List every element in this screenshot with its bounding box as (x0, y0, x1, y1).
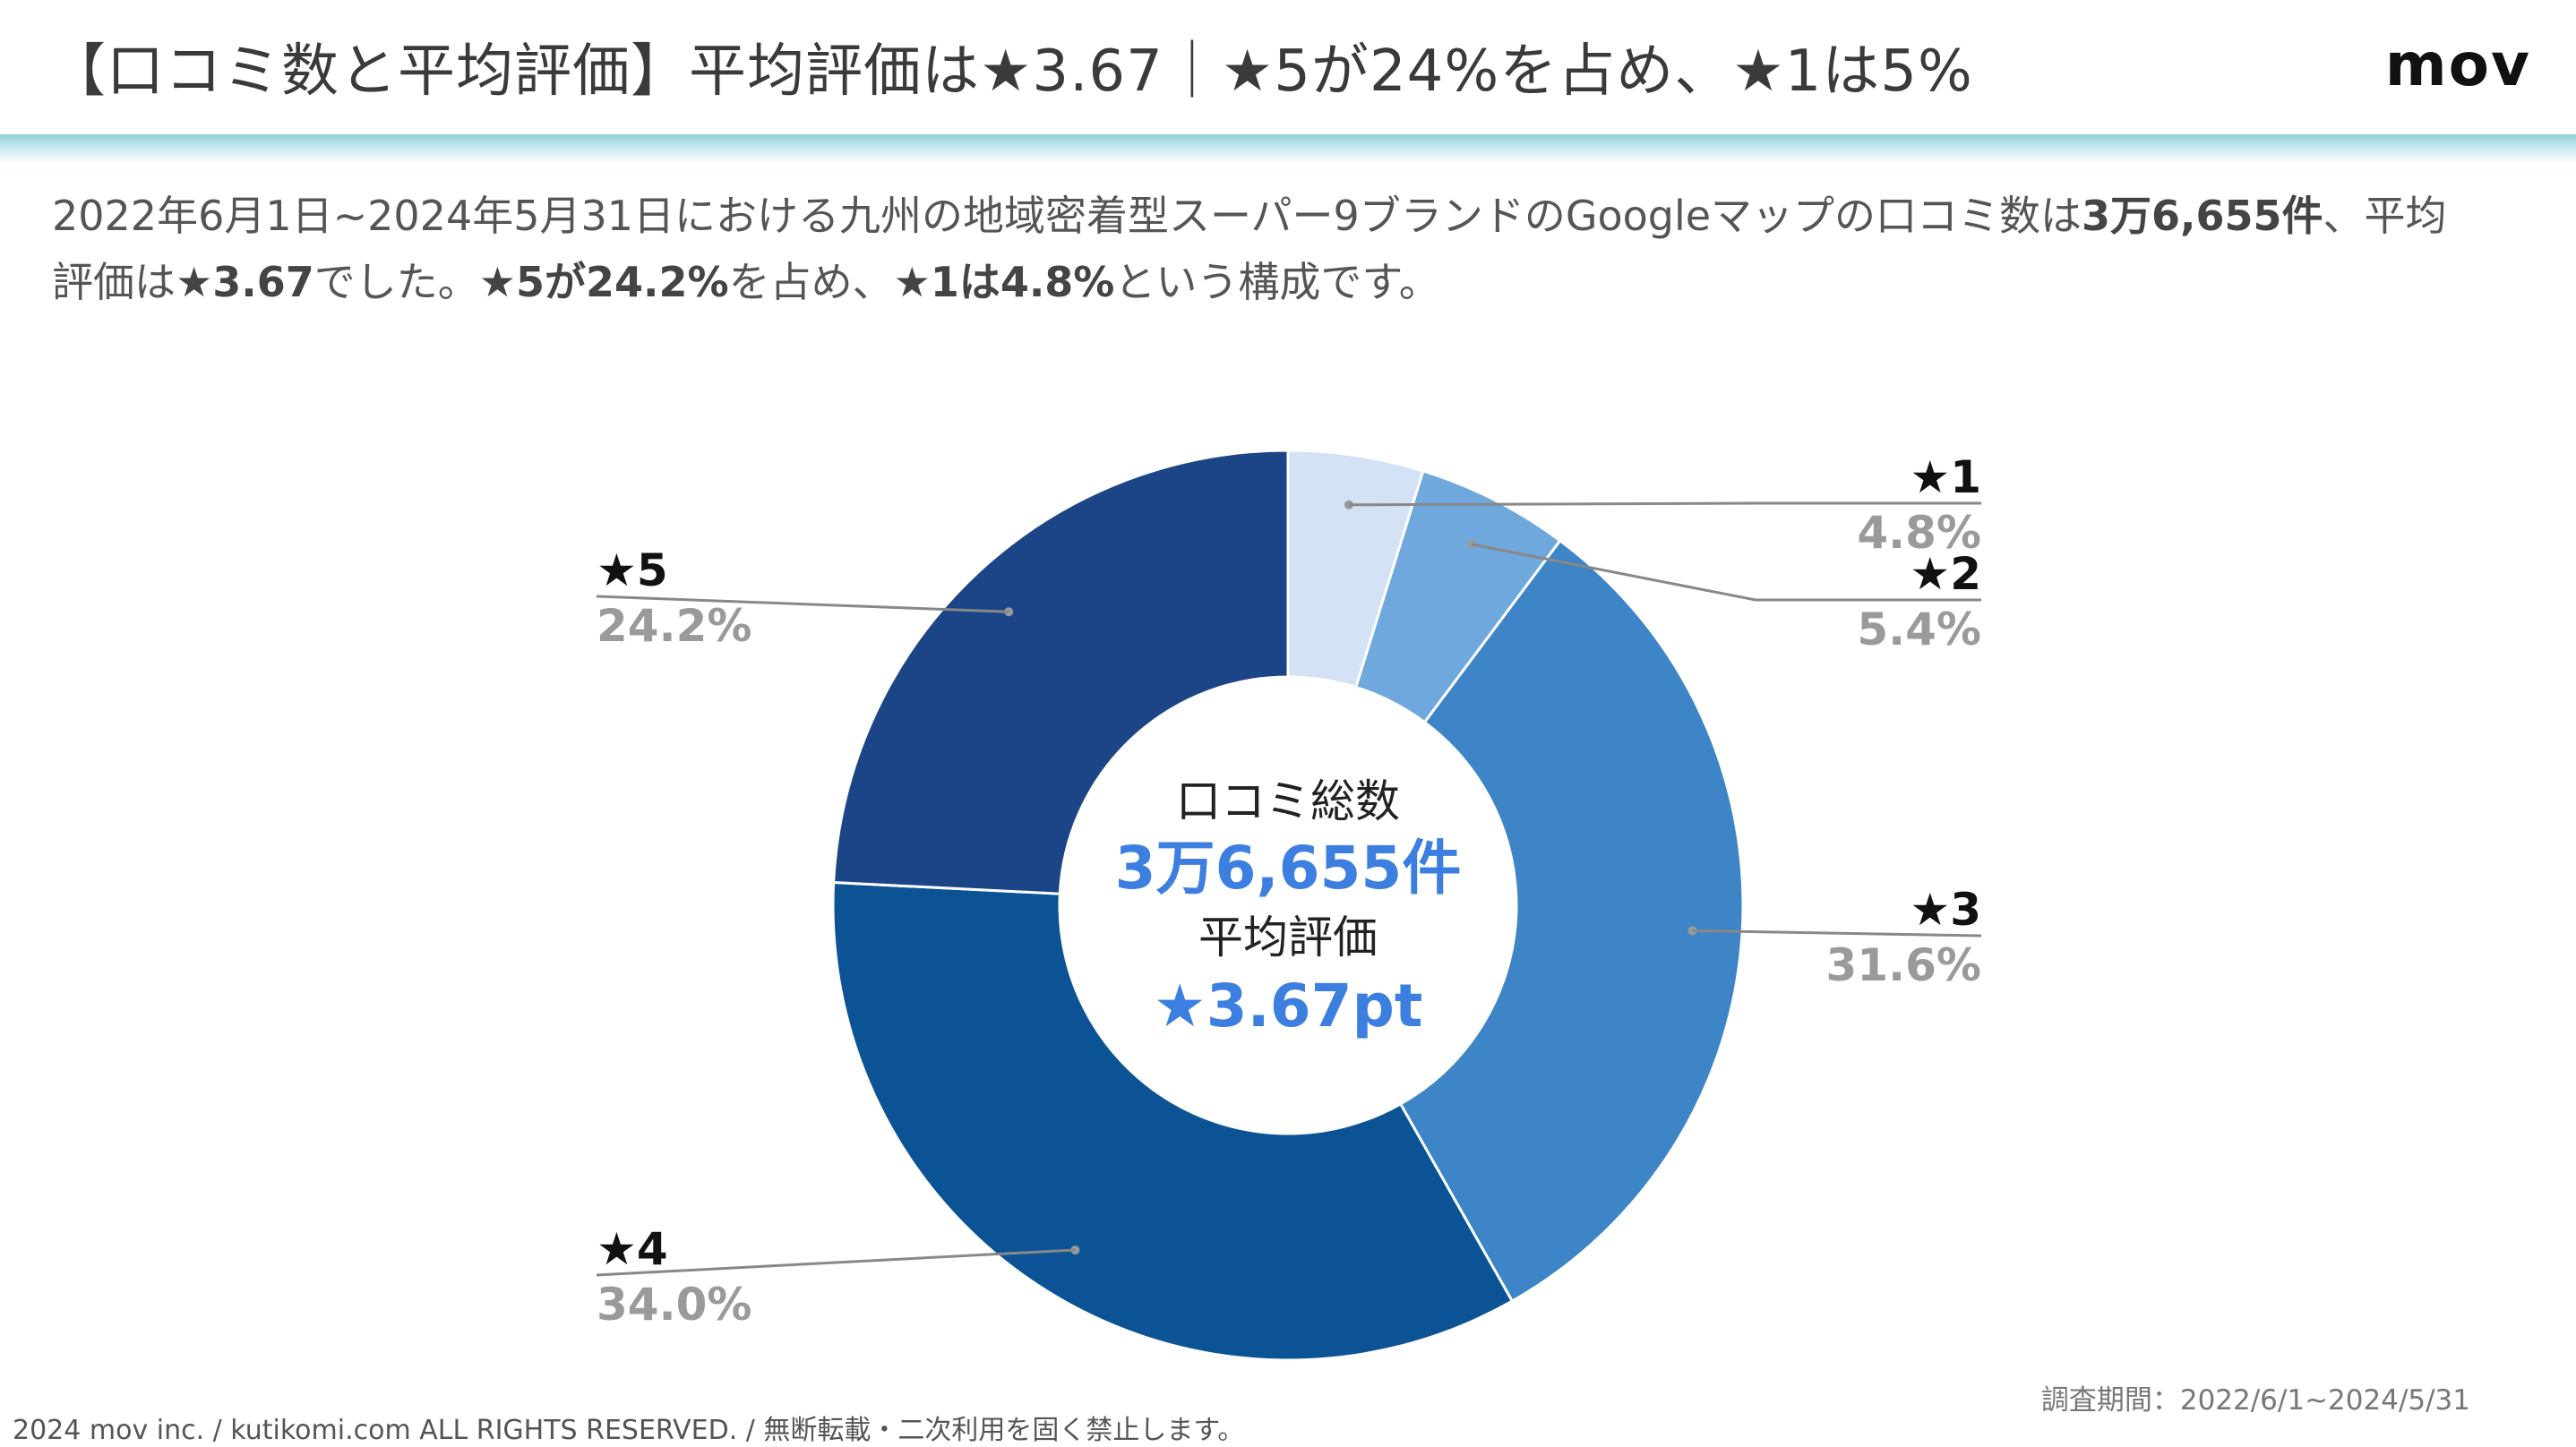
donut-hole (1060, 677, 1516, 1134)
leader-line-star4 (596, 1248, 1076, 1277)
slice-star5 (832, 449, 1290, 895)
slice-labels: ★14.8%★25.4% ★331.6% ★434.0% ★524.2% (597, 451, 1981, 1331)
survey-period: 調査期間：2022/6/1~2024/5/31 (2040, 1384, 2470, 1417)
value-label-star1: 4.8% (1857, 507, 1981, 559)
desc-text-3: でした。 (313, 258, 479, 306)
value-label-star2: 5.4% (1857, 604, 1981, 655)
category-label-star3: ★3 (1910, 884, 1981, 936)
header-gradient-bar (0, 134, 2576, 163)
copyright-notice: 2024 mov inc. / kutikomi.com ALL RIGHTS … (13, 1415, 1245, 1446)
header: 【口コミ数と平均評価】平均評価は★3.67｜★5が24%を占め、★1は5% mo… (0, 0, 2576, 134)
center-average-label: 平均評価 (1198, 912, 1378, 963)
center-average-value: ★3.67pt (1154, 972, 1423, 1040)
value-label-star3: 31.6% (1826, 939, 1981, 991)
donut-slices (831, 449, 1745, 1362)
leader-line-star3 (1692, 929, 1982, 938)
category-label-star2: ★2 (1910, 548, 1981, 600)
value-label-star4: 34.0% (597, 1279, 751, 1331)
center-total-value: 3万6,655件 (1115, 834, 1462, 903)
desc-text-4: を占め、 (728, 258, 894, 306)
leader-line-star1 (1348, 501, 1981, 507)
category-label-star5: ★5 (597, 544, 668, 596)
category-label-star4: ★4 (597, 1223, 668, 1275)
desc-text-5: という構成です。 (1114, 258, 1440, 306)
desc-bold-total: 3万6,655件 (2082, 192, 2323, 240)
desc-bold-star5: ★5が24.2% (478, 258, 729, 306)
category-label-star1: ★1 (1910, 451, 1981, 503)
desc-bold-star1: ★1は4.8% (893, 258, 1115, 306)
leader-line-star5 (596, 595, 1009, 613)
leader-lines (596, 500, 1982, 1277)
mov-logo[interactable]: mov (2384, 30, 2531, 99)
desc-text-2: 、平均評価は (52, 192, 2447, 306)
page-title: 【口コミ数と平均評価】平均評価は★3.67｜★5が24%を占め、★1は5% (48, 39, 1973, 105)
leader-line-star2 (1472, 543, 1981, 602)
center-total-label: 口コミ総数 (1176, 775, 1400, 827)
desc-bold-average: ★3.67 (176, 258, 314, 306)
description: 2022年6月1日~2024年5月31日における九州の地域密着型スーパー9ブラン… (52, 183, 2470, 315)
value-label-star5: 24.2% (597, 600, 751, 652)
desc-text-1: 2022年6月1日~2024年5月31日における九州の地域密着型スーパー9ブラン… (52, 192, 2082, 240)
